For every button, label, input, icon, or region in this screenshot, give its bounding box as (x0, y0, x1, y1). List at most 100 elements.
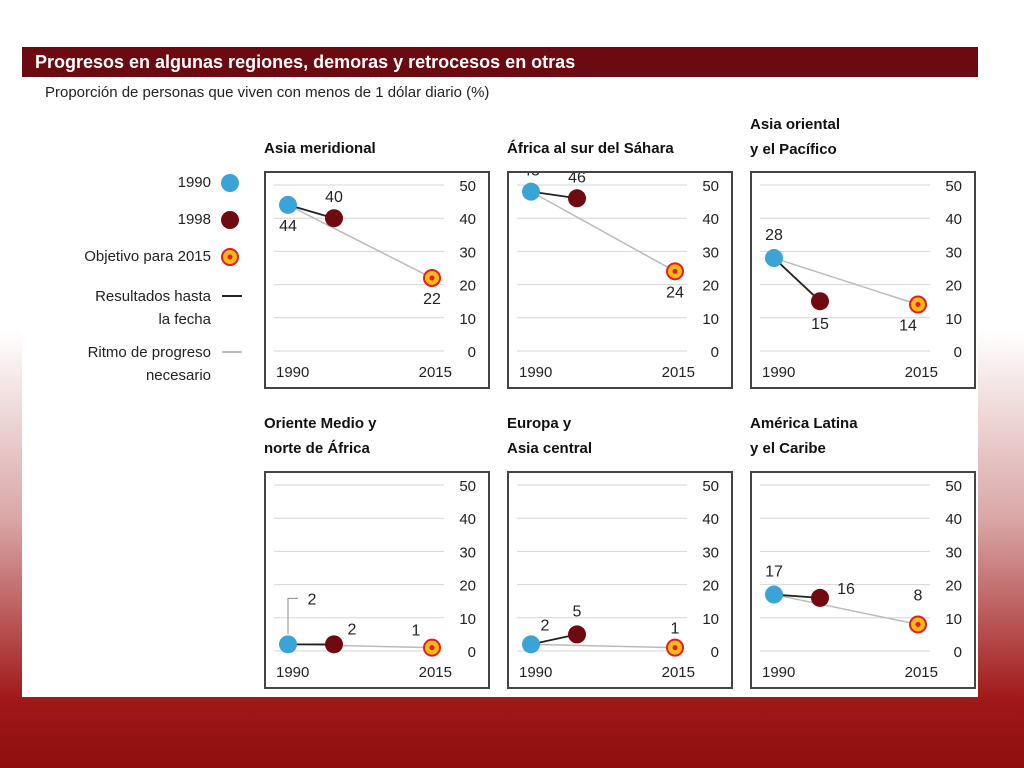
results-line (773, 257, 821, 302)
point-target-2015-center (429, 275, 435, 281)
panel-plot: 0 10 20 30 40 50 1990 2015 2 5 1 (517, 478, 719, 681)
x-tick-label: 2015 (419, 364, 452, 381)
point-target-2015-center (915, 302, 921, 308)
data-label-1998: 40 (325, 189, 343, 206)
data-label-1990: 2 (308, 591, 317, 608)
point-1990 (765, 585, 783, 604)
chart-subtitle: Proporción de personas que viven con men… (45, 84, 490, 101)
panel-plot: 0 10 20 30 40 50 1990 2015 28 15 14 (760, 178, 962, 381)
legend-1990-label: 1990 (177, 174, 211, 191)
y-tick-label: 50 (945, 178, 962, 195)
point-target-2015-center (915, 621, 921, 627)
panel-title-oriente-medio: Oriente Medio y norte de África (264, 415, 377, 457)
panel-plot: 0 10 20 30 40 50 1990 2015 48 46 24 (517, 173, 719, 381)
chart-title: Progresos en algunas regiones, demoras y… (22, 47, 978, 77)
y-tick-label: 20 (702, 278, 719, 295)
y-tick-label: 0 (468, 644, 476, 661)
data-label-1990: 2 (541, 617, 550, 634)
x-tick-label: 2015 (419, 664, 452, 681)
y-tick-label: 0 (954, 644, 962, 661)
legend-results-label-line1: Resultados hasta (95, 288, 211, 305)
y-tick-label: 40 (459, 211, 476, 228)
x-tick-label: 2015 (905, 664, 938, 681)
y-tick-label: 30 (945, 244, 962, 261)
y-tick-label: 0 (954, 344, 962, 361)
y-tick-label: 10 (459, 611, 476, 628)
y-tick-label: 20 (459, 578, 476, 595)
x-tick-label: 1990 (276, 664, 309, 681)
data-label-1990: 28 (765, 227, 783, 244)
panel-america-latina: 0 10 20 30 40 50 1990 2015 17 16 8 (750, 471, 976, 689)
x-tick-label: 2015 (662, 364, 695, 381)
x-tick-label: 1990 (762, 664, 795, 681)
needed-pace-line (773, 593, 919, 626)
data-label-2015: 22 (423, 291, 441, 308)
point-target-2015-center (672, 645, 678, 651)
y-tick-label: 10 (945, 611, 962, 628)
point-1998 (811, 292, 829, 311)
panel-title-africa: África al sur del Sáhara (507, 140, 674, 157)
data-label-2015: 1 (671, 621, 680, 638)
y-tick-label: 0 (711, 344, 719, 361)
panel-plot: 0 10 20 30 40 50 1990 2015 17 16 8 (760, 478, 962, 681)
y-tick-label: 20 (702, 578, 719, 595)
y-tick-label: 30 (702, 544, 719, 561)
point-1998 (325, 635, 343, 654)
data-label-2015: 8 (914, 587, 923, 604)
y-tick-label: 30 (945, 544, 962, 561)
y-tick-label: 10 (702, 311, 719, 328)
y-tick-label: 10 (702, 611, 719, 628)
y-tick-label: 50 (702, 178, 719, 195)
y-tick-label: 50 (702, 478, 719, 495)
point-1990 (522, 182, 540, 201)
y-tick-label: 30 (459, 544, 476, 561)
legend-1990-marker (221, 174, 239, 192)
legend-results-label-line2: la fecha (158, 311, 211, 328)
point-1998 (811, 588, 829, 607)
panel-asia-meridional: 0 10 20 30 40 50 1990 2015 44 40 22 (264, 171, 490, 389)
y-tick-label: 0 (711, 644, 719, 661)
legend-needed-line (222, 351, 242, 353)
data-label-1998: 2 (348, 621, 357, 638)
point-1990 (765, 249, 783, 268)
point-target-2015-center (429, 645, 435, 651)
y-tick-label: 20 (945, 578, 962, 595)
y-tick-label: 40 (945, 211, 962, 228)
x-tick-label: 2015 (662, 664, 695, 681)
point-1998 (325, 209, 343, 228)
y-tick-label: 50 (459, 478, 476, 495)
y-tick-label: 40 (702, 511, 719, 528)
panel-asia-oriental: 0 10 20 30 40 50 1990 2015 28 15 14 (750, 171, 976, 389)
data-label-1998: 5 (573, 603, 582, 620)
y-tick-label: 0 (468, 344, 476, 361)
panel-africa: 0 10 20 30 40 50 1990 2015 48 46 24 (507, 171, 733, 389)
point-target-2015-center (672, 268, 678, 274)
y-tick-label: 50 (459, 178, 476, 195)
needed-pace-line (530, 190, 676, 272)
point-1990 (279, 635, 297, 654)
x-tick-label: 1990 (519, 364, 552, 381)
legend-target-marker (221, 248, 239, 266)
y-tick-label: 20 (945, 278, 962, 295)
data-label-1990: 44 (279, 218, 297, 235)
panel-oriente-medio: 0 10 20 30 40 50 1990 2015 2 2 1 (264, 471, 490, 689)
panel-title-europa: Europa y Asia central (507, 415, 593, 457)
panel-title-asia-oriental: Asia oriental y el Pacífico (750, 116, 841, 158)
data-label-1990: 48 (522, 173, 540, 180)
data-label-2015: 14 (899, 318, 917, 335)
label-leader-line (287, 597, 298, 635)
point-1990 (279, 195, 297, 214)
needed-pace-line (773, 257, 919, 306)
x-tick-label: 1990 (762, 364, 795, 381)
y-tick-label: 30 (459, 244, 476, 261)
panel-title-asia-meridional: Asia meridional (264, 140, 376, 157)
point-1998 (568, 189, 586, 208)
y-tick-label: 40 (459, 511, 476, 528)
panel-europa: 0 10 20 30 40 50 1990 2015 2 5 1 (507, 471, 733, 689)
y-tick-label: 40 (945, 511, 962, 528)
legend-1998-label: 1998 (177, 211, 211, 228)
data-label-1990: 17 (765, 564, 783, 581)
legend-1998-marker (221, 211, 239, 229)
y-tick-label: 10 (459, 311, 476, 328)
needed-pace-line (530, 643, 676, 649)
